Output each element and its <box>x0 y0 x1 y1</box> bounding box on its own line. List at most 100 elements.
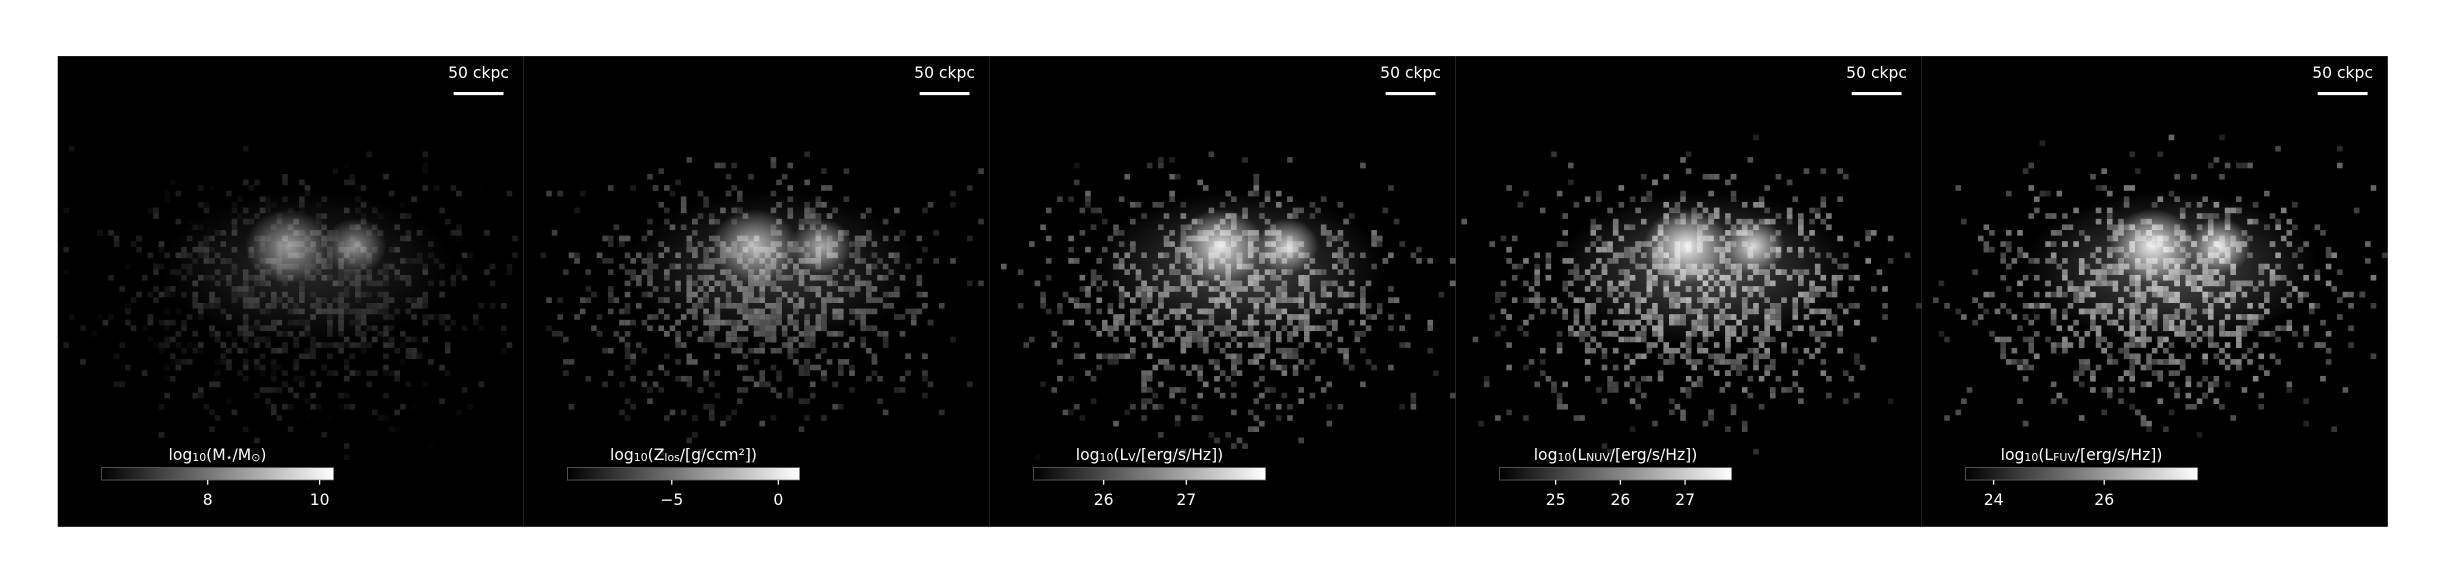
pixel <box>938 409 945 416</box>
pixel <box>1068 319 1074 326</box>
pixel <box>1961 218 1967 225</box>
pixel <box>1051 331 1058 337</box>
pixel <box>377 415 384 421</box>
pixel <box>1068 235 1074 242</box>
pixel <box>422 151 429 158</box>
pixel <box>1798 325 1804 332</box>
pixel <box>619 241 625 247</box>
pixel <box>585 269 592 275</box>
pixel <box>1298 342 1304 348</box>
pixel <box>1404 342 1411 348</box>
pixel <box>1303 336 1310 343</box>
pixel <box>2101 168 2107 174</box>
pixel <box>1764 347 1770 354</box>
pixel <box>231 409 238 416</box>
pixel <box>1236 437 1243 444</box>
pixel <box>708 381 715 388</box>
pixel <box>2011 359 2018 365</box>
pixel <box>736 398 743 404</box>
pixel <box>624 302 631 309</box>
pixel <box>1315 375 1321 382</box>
pixel <box>1068 196 1074 202</box>
pixel <box>866 375 872 382</box>
pixel <box>1781 347 1787 354</box>
pixel <box>119 381 126 388</box>
pixel <box>1388 314 1394 320</box>
pixel <box>837 370 844 376</box>
pixel <box>349 173 356 180</box>
pixel <box>332 342 339 348</box>
pixel <box>1534 269 1540 275</box>
pixel <box>310 347 316 354</box>
pixel <box>400 403 406 410</box>
pixel <box>1231 370 1237 376</box>
pixel <box>1326 331 1333 337</box>
pixel <box>299 381 305 388</box>
pixel <box>770 162 777 169</box>
pixel <box>1449 280 1456 287</box>
pixel <box>153 342 159 348</box>
pixel <box>2196 381 2203 388</box>
pixel <box>1107 308 1114 315</box>
pixel <box>141 370 148 376</box>
pixel <box>2308 308 2315 315</box>
pixel <box>343 392 350 399</box>
pixel <box>169 336 176 343</box>
pixel <box>1764 370 1770 376</box>
pixel <box>169 319 176 326</box>
pixel <box>602 347 608 354</box>
pixel <box>282 179 288 186</box>
pixel <box>2157 359 2164 365</box>
colorbar-tick-label: 8 <box>203 491 213 509</box>
pixel <box>938 302 945 309</box>
pixel <box>282 370 288 376</box>
pixel <box>2090 173 2096 180</box>
pixel <box>2017 291 2023 298</box>
pixel <box>2168 409 2175 416</box>
pixel <box>950 336 956 343</box>
pixel <box>175 359 182 365</box>
pixel <box>1191 415 1198 421</box>
pixel <box>1528 359 1535 365</box>
pixel <box>894 387 900 393</box>
pixel <box>1539 359 1546 365</box>
pixel <box>602 258 608 264</box>
pixel <box>1719 387 1726 393</box>
pixel <box>394 347 401 354</box>
pixel <box>1680 387 1686 393</box>
pixel <box>922 353 928 360</box>
pixel <box>1090 325 1097 332</box>
pixel <box>849 364 855 371</box>
pixel <box>675 342 681 348</box>
pixel <box>2140 381 2147 388</box>
pixel <box>203 201 210 208</box>
pixel <box>860 342 867 348</box>
pixel <box>1180 342 1187 348</box>
pixel <box>591 325 597 332</box>
pixel <box>1141 398 1147 404</box>
pixel <box>198 387 204 393</box>
pixel <box>248 342 255 348</box>
pixel <box>1264 387 1271 393</box>
pixel <box>753 347 760 354</box>
pixel <box>1725 381 1731 388</box>
pixel <box>2106 359 2113 365</box>
pixel <box>1085 308 1091 315</box>
pixel <box>2073 331 2079 337</box>
pixel <box>899 387 906 393</box>
pixel <box>394 375 401 382</box>
pixel <box>1461 218 1468 225</box>
pixel <box>1365 359 1372 365</box>
pixel <box>1511 235 1518 242</box>
pixel <box>1972 319 1978 326</box>
pixel <box>2000 241 2006 247</box>
pixel <box>310 353 316 360</box>
pixel <box>759 420 766 427</box>
pixel <box>1887 235 1894 242</box>
pixel <box>2325 263 2332 270</box>
pixel <box>2207 162 2214 169</box>
pixel <box>1741 426 1748 433</box>
pixel <box>2241 387 2248 393</box>
colorbar-label: log10(M⋆/M⊙) <box>169 446 267 465</box>
